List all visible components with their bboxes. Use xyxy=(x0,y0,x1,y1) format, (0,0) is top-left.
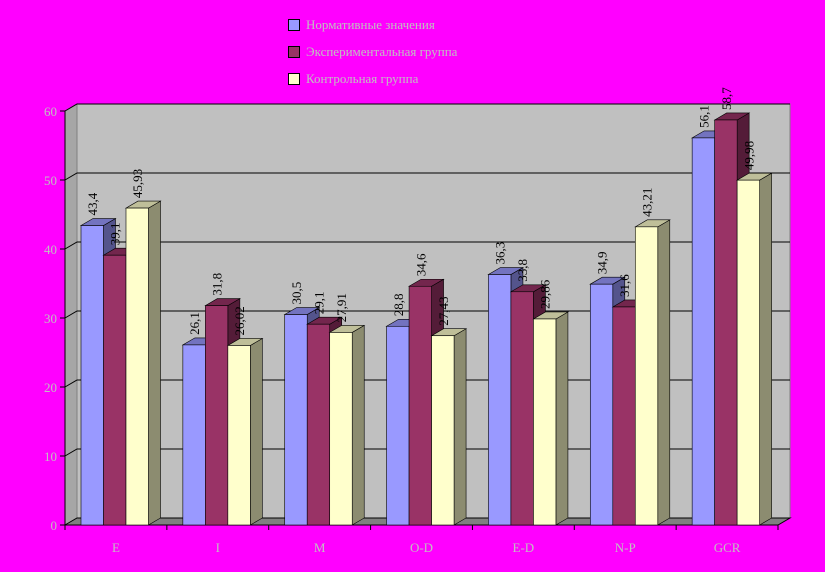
bar-experimental xyxy=(408,285,432,526)
data-label-experimental: 34,6 xyxy=(413,253,428,276)
data-label-control: 45,93 xyxy=(130,169,145,198)
data-label-control: 27,91 xyxy=(334,293,349,322)
bar-experimental xyxy=(103,254,127,526)
x-tick-label: I xyxy=(216,540,220,555)
data-label-control: 26,02 xyxy=(232,306,247,335)
bar-control xyxy=(431,335,455,526)
bar-experimental xyxy=(612,306,636,526)
legend-item-normative: Нормативные значения xyxy=(288,11,457,38)
data-label-control: 49,98 xyxy=(741,141,756,170)
bar-side-control xyxy=(250,337,263,526)
data-label-normative: 30,5 xyxy=(289,282,304,305)
bar-control xyxy=(736,179,760,526)
data-label-normative: 26,1 xyxy=(187,312,202,335)
x-tick-label: M xyxy=(314,540,326,555)
data-label-experimental: 39,1 xyxy=(108,222,123,245)
bar-control xyxy=(634,226,659,526)
y-gridline xyxy=(64,310,790,319)
legend-label-normative: Нормативные значения xyxy=(306,16,435,32)
y-gridline xyxy=(64,103,790,112)
y-gridline xyxy=(64,172,790,181)
data-label-experimental: 29,1 xyxy=(311,291,326,314)
data-label-control: 27,43 xyxy=(436,296,451,325)
bar-side-control xyxy=(453,328,467,526)
legend-swatch-experimental xyxy=(288,45,300,58)
data-label-control: 29,86 xyxy=(538,279,553,309)
bar-normative xyxy=(488,274,512,526)
y-tick-label: 50 xyxy=(44,173,57,188)
bar-experimental xyxy=(510,291,534,526)
x-tick-label: E-D xyxy=(513,540,535,555)
bar-control xyxy=(125,207,149,526)
data-label-normative: 43,4 xyxy=(85,192,100,215)
data-label-experimental: 31,8 xyxy=(210,273,225,296)
bar-side-control xyxy=(657,219,671,526)
bar-experimental xyxy=(205,305,229,526)
legend-label-control: Контрольная группа xyxy=(306,70,419,86)
bar-side-control xyxy=(148,200,161,526)
data-label-experimental: 58,7 xyxy=(719,87,734,110)
data-label-experimental: 31,6 xyxy=(617,274,632,297)
legend-swatch-normative xyxy=(288,18,300,31)
bar-side-control xyxy=(351,324,365,526)
bar-experimental xyxy=(306,323,331,526)
legend-label-experimental: Экспериментальная группа xyxy=(306,43,458,59)
bar-control xyxy=(227,345,251,526)
bar-normative xyxy=(589,283,614,526)
data-label-normative: 56,1 xyxy=(696,105,711,128)
bar-side-control xyxy=(555,311,569,526)
y-tick-label: 60 xyxy=(44,104,57,119)
legend-item-experimental: Экспериментальная группа xyxy=(288,38,457,65)
legend-swatch-control xyxy=(288,72,300,85)
data-label-normative: 28,8 xyxy=(391,294,406,317)
y-tick-label: 40 xyxy=(44,242,57,257)
data-label-control: 43,21 xyxy=(640,188,655,217)
x-tick-label: E xyxy=(112,540,120,555)
y-tick-label: 10 xyxy=(44,449,57,464)
legend: Нормативные значения Экспериментальная г… xyxy=(288,11,457,92)
bar-normative xyxy=(80,225,104,526)
data-label-normative: 34,9 xyxy=(595,251,610,274)
bar-normative xyxy=(691,137,715,526)
y-tick-label: 20 xyxy=(44,380,57,395)
x-tick-label: N-P xyxy=(615,540,636,555)
bar-control xyxy=(329,332,353,526)
bar-experimental xyxy=(714,119,738,526)
bar-normative xyxy=(386,325,410,526)
bar-side-control xyxy=(759,172,772,526)
data-label-normative: 36,3 xyxy=(493,242,508,265)
bar-normative xyxy=(182,344,206,526)
y-tick-label: 0 xyxy=(51,518,58,533)
data-label-experimental: 33,8 xyxy=(515,259,530,282)
y-gridline xyxy=(64,241,790,250)
legend-item-control: Контрольная группа xyxy=(288,65,457,92)
x-tick-label: O-D xyxy=(410,540,433,555)
bar-control xyxy=(533,318,557,526)
y-tick-label: 30 xyxy=(44,311,57,326)
bar-normative xyxy=(284,314,308,526)
x-tick-label: GCR xyxy=(714,540,741,555)
